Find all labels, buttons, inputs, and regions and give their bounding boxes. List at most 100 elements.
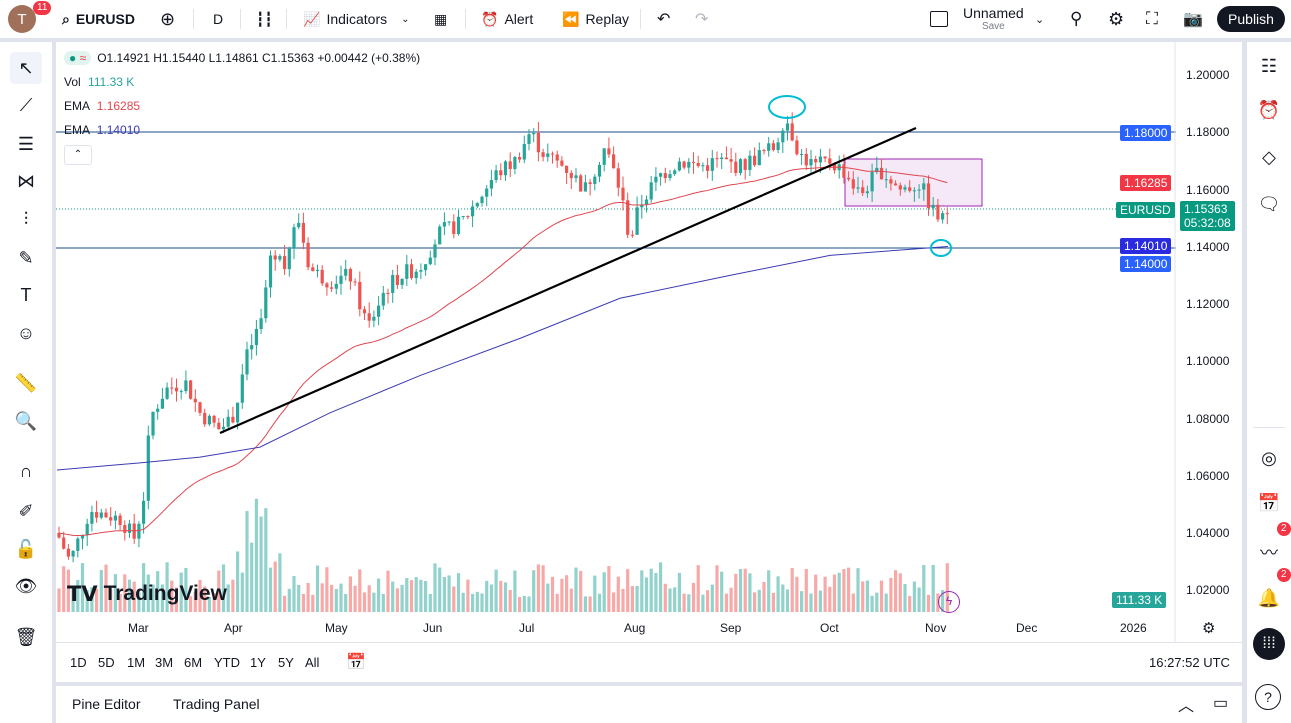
timeframe-1m[interactable]: 1M (127, 655, 146, 670)
volume-legend: Vol 111.33 K (64, 75, 134, 89)
remove-tool[interactable]: 🗑 (10, 621, 42, 653)
brush-tool[interactable]: ✎ (10, 242, 42, 274)
candle-body (104, 512, 108, 518)
redo-button[interactable]: ↷ (695, 0, 708, 38)
avatar[interactable]: T (8, 5, 36, 33)
layout-checkbox[interactable] (930, 11, 948, 27)
pattern-tool[interactable]: ⋈ (10, 165, 42, 197)
collapse-legend-button[interactable]: ⌃ (64, 145, 92, 165)
timeframe-all[interactable]: All (305, 655, 320, 670)
price-tick: 1.12000 (1186, 297, 1230, 311)
timeframe-3m[interactable]: 3M (155, 655, 174, 670)
stay-drawing-tool[interactable]: ✐ (10, 495, 42, 527)
lock-tool[interactable]: 🔓 (10, 533, 42, 565)
volume-bar (691, 582, 696, 612)
ideas-stream-button[interactable]: 〰 (1255, 538, 1283, 566)
notifications-button[interactable]: 🔔 (1255, 584, 1283, 612)
chart-type-button[interactable]: ┇┇ (256, 0, 273, 38)
price-chart[interactable] (56, 42, 1242, 642)
text-tool[interactable]: T (10, 279, 42, 311)
candle-body (734, 161, 738, 173)
timeframe-5d[interactable]: 5D (98, 655, 115, 670)
templates-button[interactable]: ▦ (434, 0, 447, 38)
timeframe-1d[interactable]: 1D (70, 655, 87, 670)
candle-body (659, 173, 663, 177)
alerts-panel-button[interactable]: ⏰ (1255, 96, 1283, 124)
candle-body (795, 140, 799, 155)
volume-bar (748, 573, 752, 612)
screenshot-button[interactable]: 📷 (1183, 0, 1203, 38)
timeframe-6m[interactable]: 6M (184, 655, 203, 670)
price-tick: 1.10000 (1186, 354, 1230, 369)
maximize-panel-button[interactable]: ▭ (1213, 693, 1228, 713)
undo-button[interactable]: ↶ (657, 0, 670, 38)
ruler-tool[interactable]: 📏 (10, 367, 42, 399)
chart-pane[interactable] (56, 42, 1242, 682)
settings-button[interactable]: ⚙ (1108, 0, 1124, 38)
targets-button[interactable]: ◎ (1255, 444, 1283, 472)
volume-bar (785, 589, 790, 612)
alert-button[interactable]: ⏰ Alert (481, 0, 533, 38)
layout-name[interactable]: Unnamed Save (963, 5, 1024, 32)
emoji-tool[interactable]: ☺ (10, 317, 42, 349)
chat-button[interactable]: 🗨 (1255, 190, 1283, 218)
watchlist-button[interactable]: ☷ (1255, 52, 1283, 80)
ohlc-legend: ● ≈ O1.14921 H1.15440 L1.14861 C1.15363 … (64, 51, 420, 65)
quick-search-button[interactable]: ⚲ (1070, 0, 1082, 38)
time-tick: 2026 (1120, 621, 1147, 635)
forecast-tool[interactable]: ⫶ (10, 203, 42, 235)
time-tick: Dec (1016, 621, 1038, 635)
candle-body (583, 182, 587, 192)
chevron-down-icon: ⌄ (1035, 13, 1045, 26)
timeframe-5y[interactable]: 5Y (278, 655, 294, 670)
layout-dropdown[interactable]: ⌄ (1035, 0, 1044, 38)
fib-tool[interactable]: ☰ (10, 128, 42, 160)
alarm-icon: ⏰ (481, 10, 499, 27)
hide-tool[interactable]: 👁 (10, 570, 42, 602)
candle-body (706, 165, 710, 171)
candle-body (391, 275, 395, 293)
collapse-panel-button[interactable]: ︿ (1178, 692, 1194, 716)
calendar-button[interactable]: 📅 (1255, 489, 1283, 517)
fullscreen-button[interactable]: ⛶ (1146, 0, 1158, 38)
timeframe-ytd[interactable]: YTD (214, 655, 240, 670)
text-icon: T (20, 284, 32, 305)
axis-settings-button[interactable]: ⚙ (1202, 619, 1215, 637)
chevron-up-icon: ︿ (1178, 698, 1195, 715)
add-symbol-button[interactable]: ⊕ (160, 0, 175, 38)
volume-bar (879, 580, 884, 612)
candle-body (315, 269, 320, 272)
volume-bar (85, 590, 89, 612)
help-button[interactable]: ? (1255, 684, 1281, 710)
volume-bar (95, 588, 99, 612)
clock[interactable]: 16:27:52 UTC (1149, 655, 1230, 670)
lightning-icon[interactable]: ϟ (938, 591, 960, 613)
cursor-tool[interactable]: ↖ (10, 52, 42, 84)
candle-body (621, 187, 625, 201)
candle-body (912, 190, 916, 192)
trendline-tool[interactable]: ⟋ (10, 89, 42, 121)
volume-bar (146, 574, 150, 612)
candle-body (546, 153, 550, 157)
apps-button[interactable]: ⁞⁞⁞ (1253, 628, 1285, 660)
volume-bar (212, 593, 216, 612)
volume-bar (847, 567, 851, 612)
symbol-search[interactable]: ⌕ EURUSD (62, 0, 135, 38)
volume-bar (409, 580, 414, 612)
replay-button[interactable]: ⏪ Replay (562, 0, 629, 38)
candle-body (687, 161, 691, 168)
interval-button[interactable]: D (213, 11, 224, 27)
pine-editor-tab[interactable]: Pine Editor (72, 696, 141, 712)
publish-button[interactable]: Publish (1217, 6, 1285, 32)
zoom-tool[interactable]: 🔍 (10, 405, 42, 437)
volume-bar (583, 596, 587, 612)
date-range-button[interactable]: 📅 (346, 652, 366, 672)
indicators-button[interactable]: 📈 Indicators ⌄ (303, 0, 410, 38)
trading-panel-tab[interactable]: Trading Panel (173, 696, 260, 712)
volume-bar (936, 593, 940, 612)
object-tree-button[interactable]: ◇ (1255, 143, 1283, 171)
timeframe-1y[interactable]: 1Y (250, 655, 266, 670)
candle-body (776, 142, 780, 151)
candle-body (616, 168, 620, 188)
magnet-tool[interactable]: ∩ (10, 455, 42, 487)
